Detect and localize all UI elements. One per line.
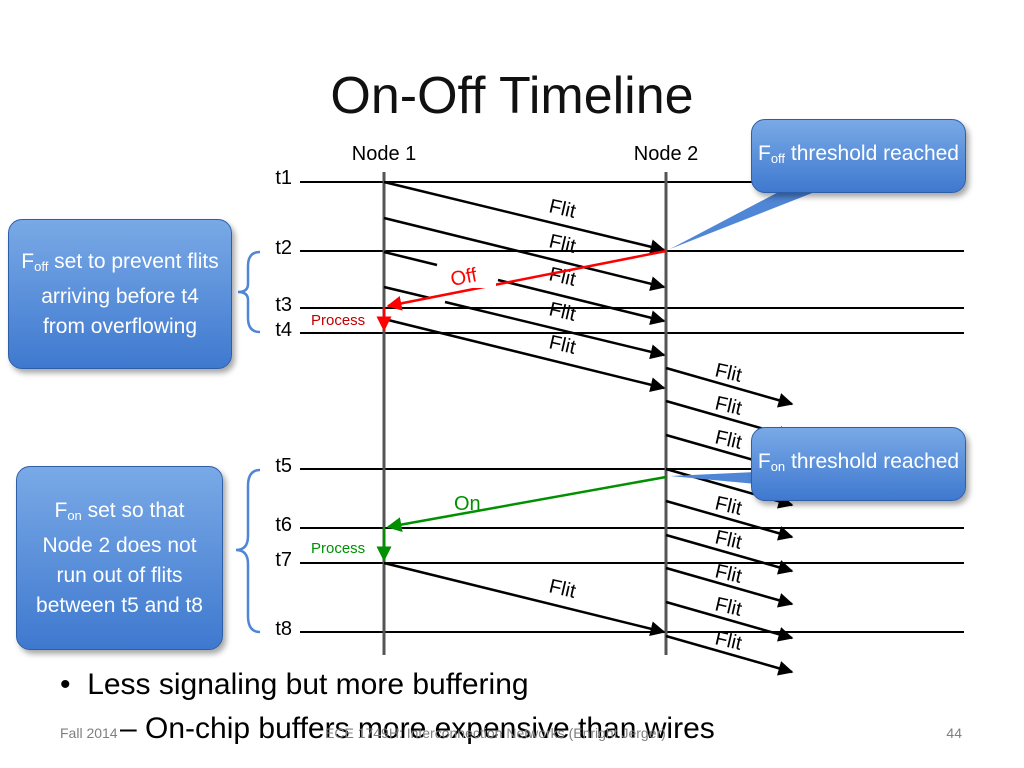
time-label-t4: t4 <box>275 319 292 341</box>
node-1-label: Node 1 <box>352 143 417 165</box>
brace-t5-t8 <box>235 468 261 634</box>
bullet-item: • Less signaling but more buffering <box>60 668 529 702</box>
flit-arrow <box>383 285 431 300</box>
flit-label: Flit <box>547 195 578 223</box>
time-label-t6: t6 <box>275 514 292 536</box>
off-threshold-subscript: off <box>770 150 786 166</box>
sub-bullet-item: – On-chip buffers more expensive than wi… <box>120 712 715 746</box>
time-label-t2: t2 <box>275 237 292 259</box>
flit-arrow <box>383 317 666 393</box>
off-set-subscript: off <box>34 258 49 274</box>
page-number: 44 <box>946 725 962 741</box>
time-label-t8: t8 <box>275 618 292 640</box>
process-label: Process <box>311 540 365 557</box>
flit-label: Flit <box>547 575 578 603</box>
on-set-subscript: on <box>67 507 82 523</box>
flit-label: Flit <box>547 263 578 291</box>
off-signal-arrow <box>386 249 667 311</box>
off-label: Off <box>449 264 479 291</box>
brace-t2-t4 <box>237 250 261 334</box>
off-set-text: set to prevent flits arriving before t4 … <box>41 249 219 338</box>
flit-arrow <box>665 600 794 642</box>
flit-arrow <box>383 180 666 255</box>
off-threshold-callout: Foff threshold reached <box>751 119 966 193</box>
flit-label: Flit <box>547 331 578 359</box>
slide-title: On-Off Timeline <box>330 67 694 125</box>
time-label-t5: t5 <box>275 455 292 477</box>
flit-arrow <box>665 366 794 408</box>
footer-date: Fall 2014 <box>60 725 118 741</box>
on-threshold-callout: Fon threshold reached <box>751 427 966 501</box>
off-set-callout: Foff set to prevent flits arriving befor… <box>8 219 232 369</box>
flit-arrow <box>665 634 794 676</box>
node-2-label: Node 2 <box>634 143 699 165</box>
flit-arrow <box>497 278 666 326</box>
flit-arrows-batch-2 <box>665 366 794 676</box>
time-label-t3: t3 <box>275 294 292 316</box>
flit-arrow <box>665 533 794 575</box>
on-set-text: set so that Node 2 does not run out of f… <box>36 498 203 617</box>
time-lines <box>300 181 964 633</box>
footer-course: ECE 1749H: Interconnection Networks (Enr… <box>325 725 666 741</box>
on-threshold-text: threshold reached <box>791 449 960 473</box>
bullet-text: Less signaling but more buffering <box>87 668 529 701</box>
flit-arrow <box>383 561 666 637</box>
flit-arrow <box>665 566 794 608</box>
bullet-dot-icon: • <box>60 668 71 701</box>
flit-arrow <box>383 216 666 292</box>
time-label-t7: t7 <box>275 549 292 571</box>
on-signal-arrow <box>386 475 667 532</box>
on-label: On <box>454 493 481 515</box>
process-label: Process <box>311 312 365 329</box>
flit-arrows-batch-1 <box>383 180 666 393</box>
sub-bullet-text: On-chip buffers more expensive than wire… <box>145 712 715 745</box>
time-label-t1: t1 <box>275 167 292 189</box>
on-set-callout: Fon set so that Node 2 does not run out … <box>16 466 223 650</box>
flit-label: Flit <box>547 230 578 258</box>
sub-bullet-dash: – <box>120 712 137 745</box>
flit-label: Flit <box>547 298 578 326</box>
on-threshold-subscript: on <box>770 458 786 474</box>
flit-arrow <box>665 499 794 541</box>
flit-arrow <box>383 250 438 267</box>
flit-arrow <box>444 300 666 360</box>
off-threshold-callout-pointer <box>670 186 830 249</box>
off-label-background <box>446 262 496 288</box>
off-threshold-text: threshold reached <box>790 141 959 165</box>
